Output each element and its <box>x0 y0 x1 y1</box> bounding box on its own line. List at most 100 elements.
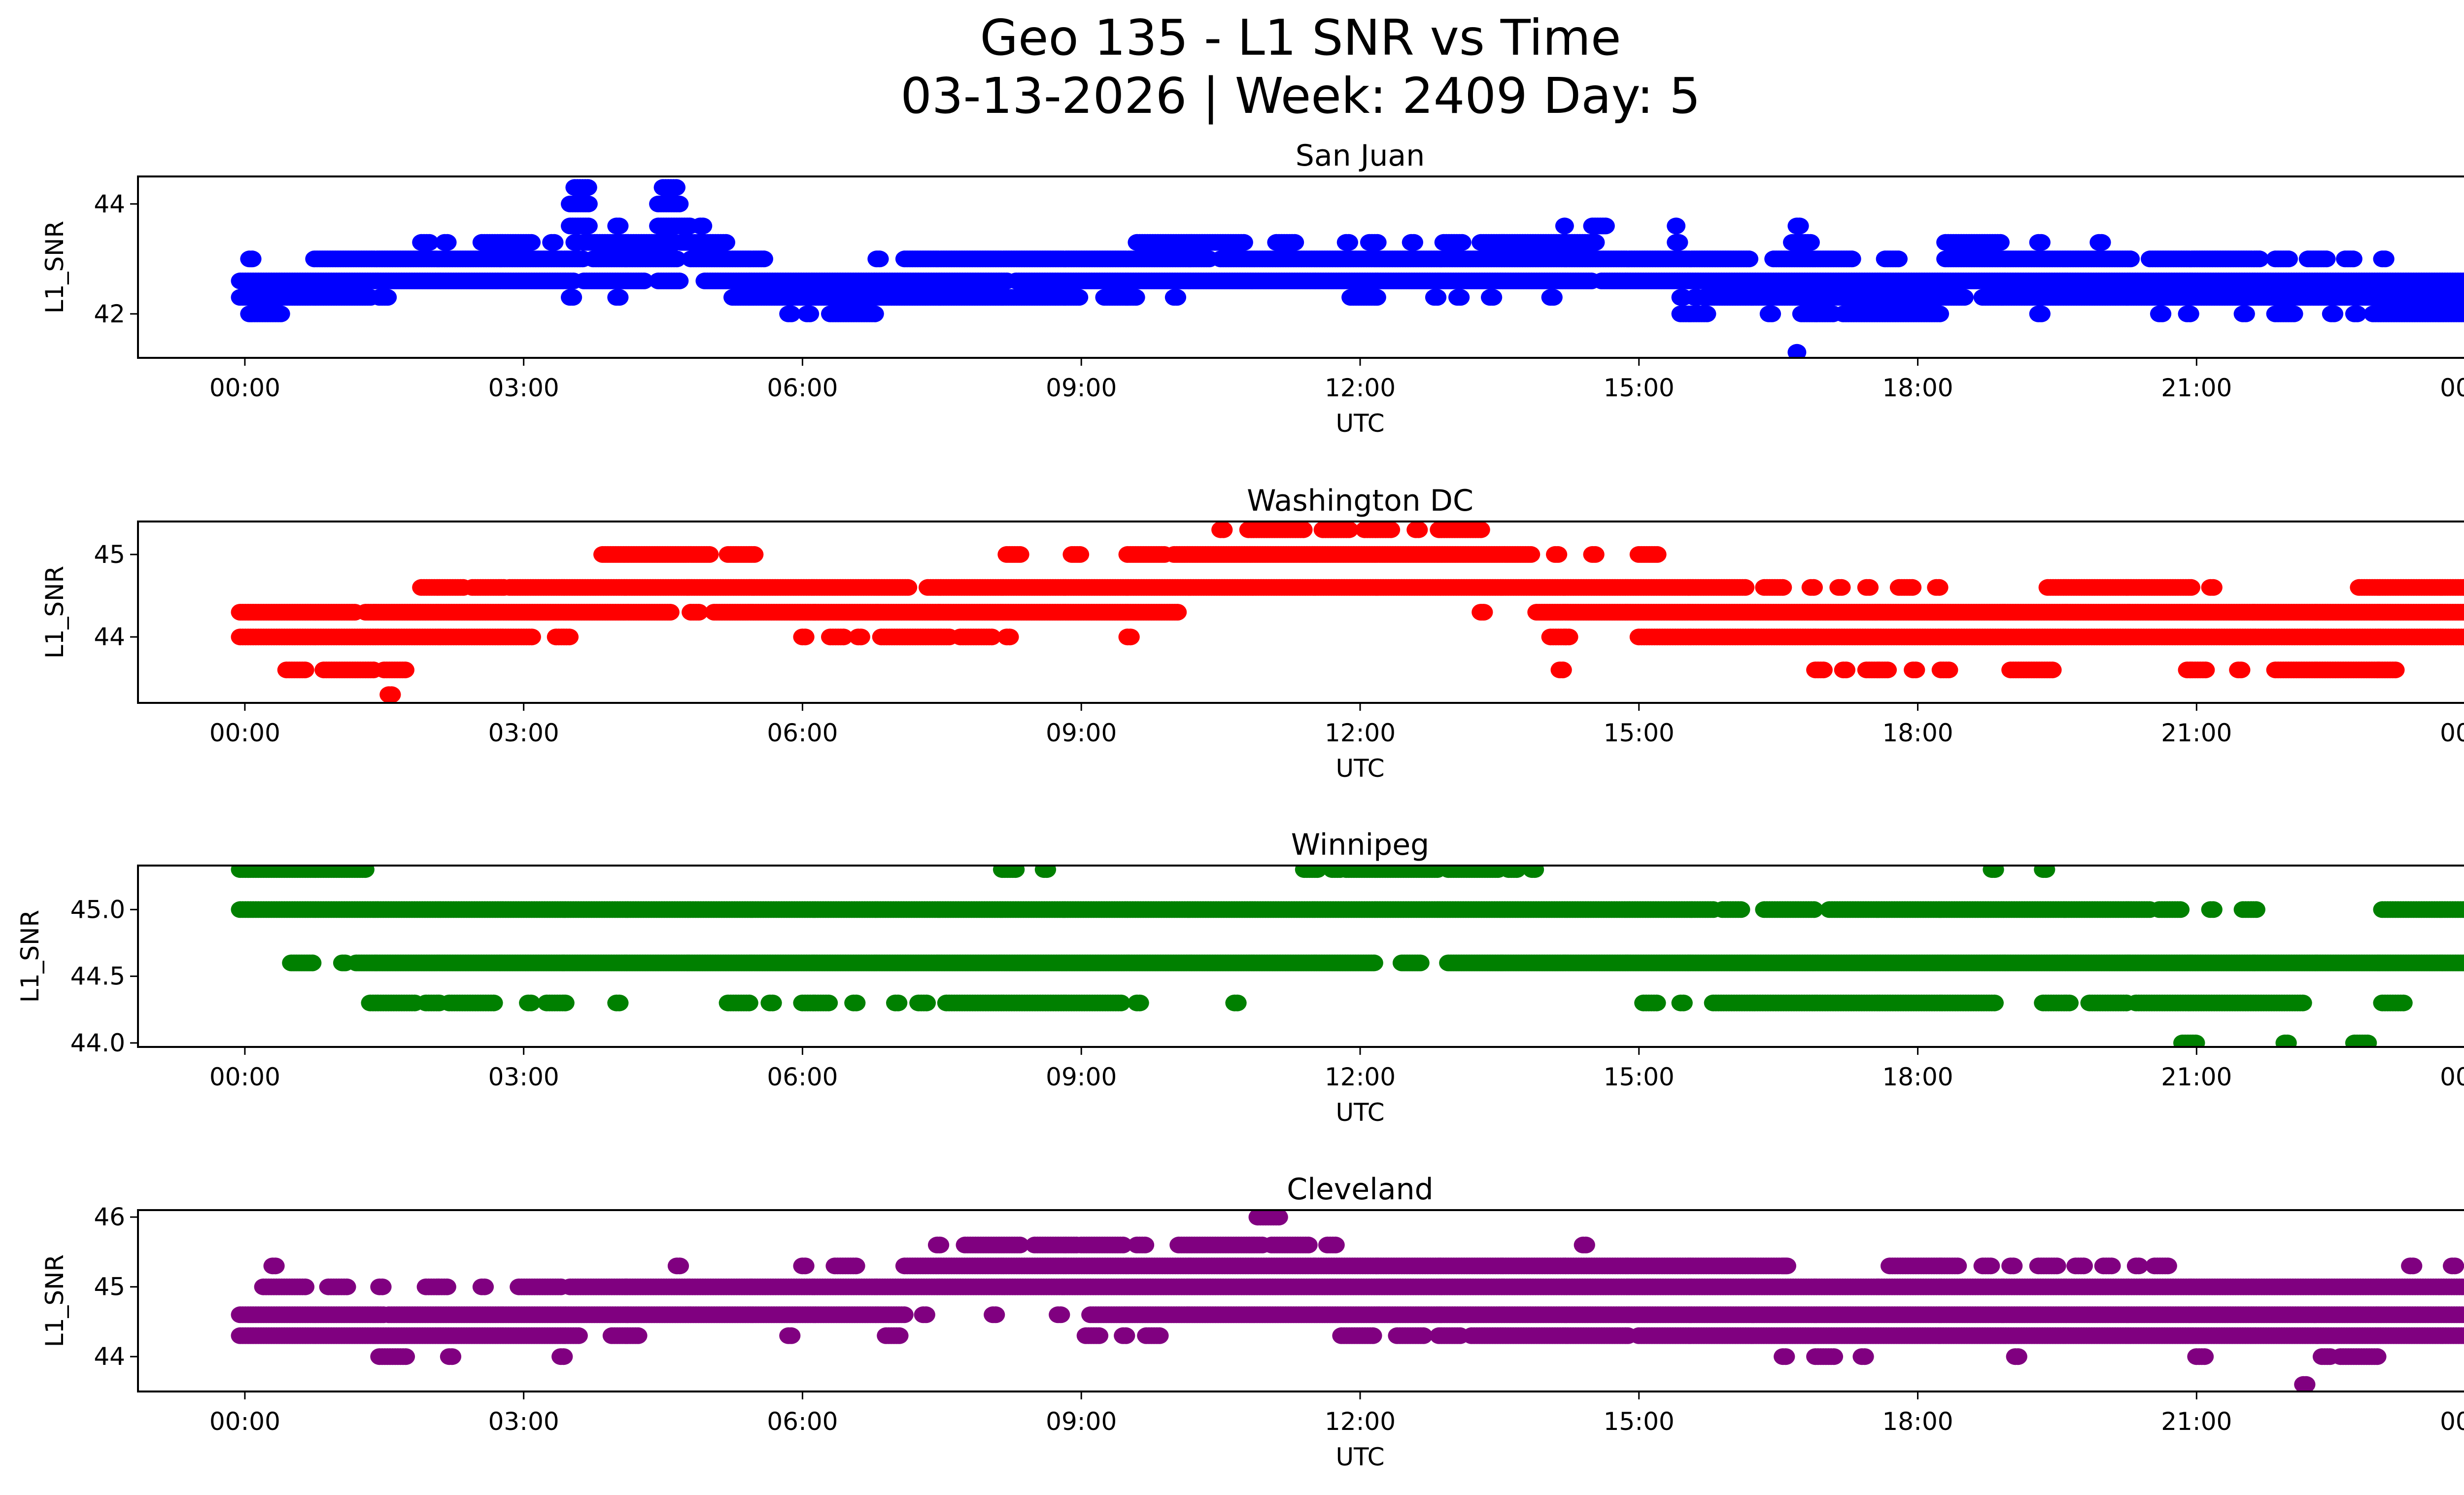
data-point <box>2325 305 2344 322</box>
data-point <box>2250 250 2269 268</box>
x-tick-label: 12:00 <box>1325 374 1396 402</box>
data-point <box>563 289 582 306</box>
data-point <box>382 686 401 703</box>
data-point <box>851 628 870 646</box>
data-point <box>2153 305 2172 322</box>
x-tick-label: 00:00 <box>2440 719 2464 747</box>
data-point <box>2460 290 2464 305</box>
data-point <box>1929 579 1949 596</box>
data-point <box>1339 234 1358 251</box>
data-point <box>1010 546 1029 563</box>
data-point <box>271 305 290 322</box>
y-tick-label: 44 <box>94 623 125 651</box>
data-point <box>2203 579 2223 596</box>
data-point <box>1006 866 1025 878</box>
scatter-series <box>231 866 2464 1047</box>
data-point <box>1452 234 1472 251</box>
figure-title-line-2: 03-13-2026 | Week: 2409 Day: 5 <box>900 67 1701 125</box>
data-point <box>1860 579 1879 596</box>
data-point <box>1814 661 1833 679</box>
data-point <box>2459 580 2464 595</box>
data-point <box>1294 522 1313 538</box>
x-tick-label: 15:00 <box>1604 374 1675 402</box>
x-tick-label: 18:00 <box>1882 719 1953 747</box>
data-point <box>660 604 680 621</box>
data-point <box>634 272 653 289</box>
data-point <box>982 628 1001 646</box>
data-point <box>1000 628 1019 646</box>
data-point <box>579 195 598 212</box>
y-tick-label: 44 <box>94 190 125 218</box>
scatter-series <box>231 179 2464 358</box>
x-tick-label: 12:00 <box>1325 719 1396 747</box>
data-point <box>1585 546 1605 563</box>
x-axis-label: UTC <box>1335 409 1384 438</box>
data-point <box>1954 289 1974 306</box>
x-tick-label: 03:00 <box>488 719 559 747</box>
data-point <box>1762 305 1781 322</box>
data-point <box>2032 234 2051 251</box>
data-point <box>865 305 884 322</box>
data-point <box>2182 579 2200 596</box>
data-point <box>2463 310 2464 318</box>
data-point <box>2317 250 2336 268</box>
data-point <box>898 579 918 596</box>
data-point <box>1167 289 1187 306</box>
data-point <box>2375 250 2395 268</box>
x-tick-label: 21:00 <box>2161 719 2232 747</box>
data-point <box>754 250 773 268</box>
data-point <box>1596 217 1615 235</box>
data-point <box>2196 661 2215 679</box>
x-tick-label: 06:00 <box>767 374 838 402</box>
data-point <box>1126 289 1145 306</box>
data-point <box>667 250 686 268</box>
data-point <box>2180 305 2199 322</box>
data-point <box>1368 234 1387 251</box>
data-point <box>522 234 541 251</box>
subplot-title: Winnipeg <box>1291 828 1430 862</box>
data-point <box>1906 661 1925 679</box>
data-point <box>2236 305 2255 322</box>
data-point <box>1474 604 1493 621</box>
data-point <box>396 661 414 679</box>
data-point <box>610 217 629 235</box>
data-point <box>1842 250 1861 268</box>
data-point <box>717 234 735 251</box>
data-point <box>1121 628 1140 646</box>
data-point <box>1832 579 1851 596</box>
data-point <box>1069 289 1089 306</box>
data-point <box>1339 522 1359 538</box>
data-point <box>2463 293 2464 302</box>
y-tick-label: 45 <box>94 540 125 569</box>
data-point <box>1903 579 1922 596</box>
data-point <box>2460 629 2464 644</box>
data-point <box>2279 250 2298 268</box>
data-point <box>560 628 579 646</box>
data-point <box>2348 305 2367 322</box>
data-point <box>2343 250 2362 268</box>
scatter-series <box>231 522 2464 703</box>
data-point <box>1697 305 1716 322</box>
data-point <box>1555 217 1574 235</box>
data-point <box>2462 632 2464 642</box>
data-point <box>1837 661 1855 679</box>
data-point <box>1168 604 1187 621</box>
data-point <box>745 546 764 563</box>
x-tick-label: 00:00 <box>209 719 280 747</box>
data-point <box>1736 579 1755 596</box>
data-point <box>1367 289 1386 306</box>
data-point <box>1214 522 1233 538</box>
data-point <box>1070 546 1090 563</box>
data-point <box>693 217 713 235</box>
data-point <box>1985 866 2004 878</box>
data-point <box>2036 866 2055 878</box>
data-point <box>1521 546 1540 563</box>
data-point <box>1525 866 1544 878</box>
data-point <box>1548 546 1568 563</box>
data-point <box>2462 606 2464 618</box>
x-tick-label: 00:00 <box>209 374 280 402</box>
data-point <box>1404 234 1423 251</box>
data-point <box>295 661 314 679</box>
